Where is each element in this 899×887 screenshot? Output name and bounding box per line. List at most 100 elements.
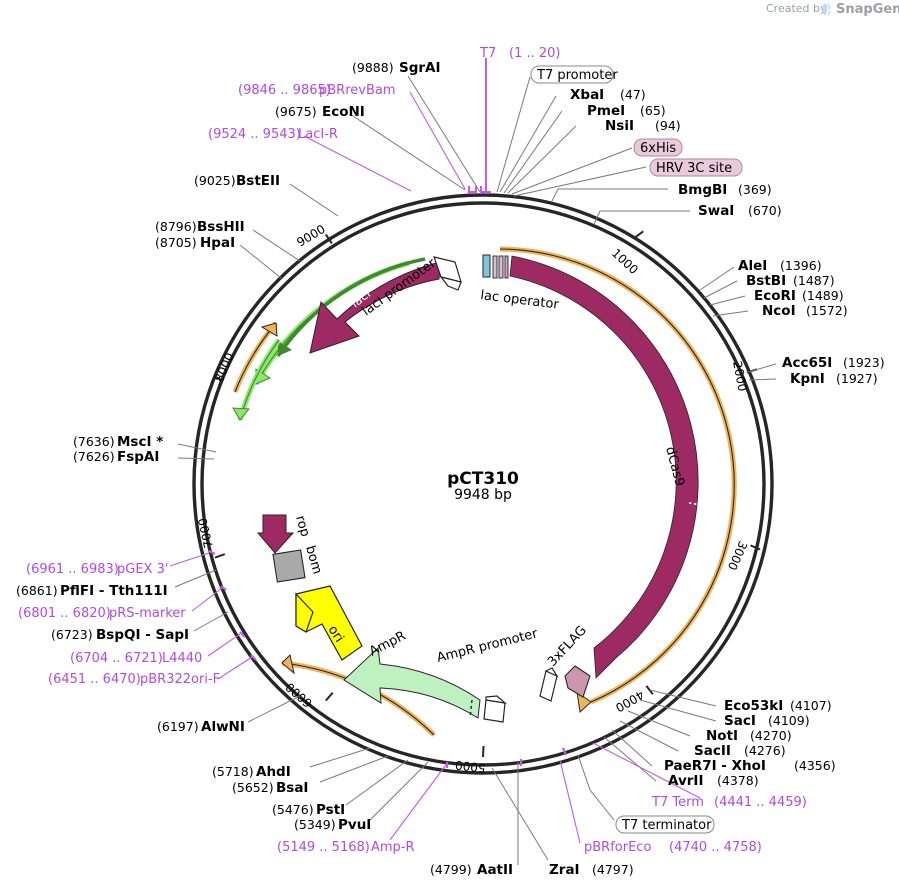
site-name-PaeR7I-XhoI[interactable]: PaeR7I - XhoI (664, 758, 766, 774)
feature-lacI-promoter[interactable]: lacI promoter (360, 256, 462, 320)
site-name-HpaI[interactable]: HpaI (200, 235, 235, 251)
badge-6xHis[interactable]: 6xHis (633, 138, 683, 157)
site-name-PflFI-Tth111I[interactable]: PflFI - Tth111I (60, 583, 168, 599)
orange-transcript-arc-left (232, 321, 278, 393)
tick-label: 4000 (613, 687, 646, 714)
site-name-MscI[interactable]: MscI * (117, 434, 163, 450)
site-name-BspQI-SapI[interactable]: BspQI - SapI (96, 627, 189, 643)
tick-label: 1000 (609, 246, 641, 277)
feature-label-lac-operator: lac operator (480, 288, 561, 313)
feature-label-rop: rop (292, 514, 312, 539)
site-name-BstEII[interactable]: BstEII (236, 173, 280, 189)
badge-T7-terminator[interactable]: T7 terminator (615, 815, 715, 834)
site-name-pBRrevBam[interactable]: pBRrevBam (319, 83, 396, 98)
site-position: (4270) (750, 728, 792, 743)
feature-terminator-marker[interactable] (539, 667, 559, 702)
site-position: (47) (620, 87, 646, 102)
site-name-AleI[interactable]: AleI (738, 258, 767, 274)
site-name-L4440[interactable]: L4440 (162, 651, 202, 666)
site-name-SwaI[interactable]: SwaI (698, 203, 734, 219)
site-name-PvuI[interactable]: PvuI (338, 817, 371, 833)
site-position: (9025) (194, 173, 236, 188)
badge-T7-promoter[interactable]: T7 promoter (530, 65, 618, 84)
site-position: (4378) (717, 773, 759, 788)
site-position: (6451 .. 6470) (48, 672, 141, 687)
site-name-AhdI[interactable]: AhdI (256, 764, 291, 780)
site-name-Amp-R[interactable]: Amp-R (371, 840, 415, 855)
tick-label: 7000 (195, 517, 216, 550)
site-name-Eco53kI[interactable]: Eco53kI (724, 698, 783, 714)
site-name-PmeI[interactable]: PmeI (587, 103, 625, 119)
site-name-pGEX3[interactable]: pGEX 3' (117, 562, 168, 577)
feature-ori[interactable]: ori (295, 585, 363, 661)
site-name-NsiI[interactable]: NsiI (605, 118, 634, 134)
site-name-EcoNI[interactable]: EcoNI (322, 104, 365, 120)
site-position: (4107) (790, 698, 832, 713)
site-position: (1 .. 20) (509, 46, 561, 61)
site-position: (6723) (51, 627, 93, 642)
plasmid-backbone (192, 193, 774, 775)
plasmid-size: 9948 bp (454, 487, 512, 503)
site-name-SgrAI[interactable]: SgrAI (399, 60, 441, 76)
site-name-AvrII[interactable]: AvrII (668, 773, 703, 789)
green-transcript-arc-lower (232, 338, 282, 421)
feature-bom[interactable]: bom (272, 544, 325, 583)
site-position: (6197) (157, 719, 199, 734)
site-name-LacI-R[interactable]: LacI-R (298, 127, 338, 142)
badge-HRV-3C-site[interactable]: HRV 3C site (649, 158, 743, 177)
site-position: (4797) (592, 862, 634, 877)
site-name-T7[interactable]: T7 (479, 46, 496, 61)
site-name-SacI[interactable]: SacI (724, 713, 756, 729)
site-name-Acc65I[interactable]: Acc65I (782, 355, 832, 371)
feature-AmpR[interactable]: AmpR (343, 629, 481, 719)
site-name-BstBI[interactable]: BstBI (746, 273, 786, 289)
leader-lines-bottom-left (247, 695, 449, 841)
feature-label-AmpR: AmpR (367, 629, 408, 660)
orange-transcript-arc-right (499, 246, 737, 713)
site-name-pRS-marker[interactable]: pRS-marker (109, 606, 186, 621)
leader-lines-left (169, 552, 253, 680)
feature-rop[interactable]: rop (256, 514, 312, 554)
site-position: (6801 .. 6820) (18, 606, 111, 621)
label-group-top-right: T7 promoter XbaI (47) PmeI (65) NsiI (94… (530, 65, 782, 219)
label-group-left: (6451 .. 6470) pBR322ori-F (6704 .. 6721… (16, 562, 220, 687)
site-name-XbaI[interactable]: XbaI (570, 87, 604, 103)
site-name-AlwNI[interactable]: AlwNI (201, 719, 245, 735)
site-position: (6961 .. 6983) (26, 562, 119, 577)
site-name-NotI[interactable]: NotI (706, 728, 738, 744)
site-position: (65) (640, 103, 666, 118)
plasmid-name: pCT310 (447, 469, 519, 489)
site-position: (94) (655, 118, 681, 133)
site-name-BsaI[interactable]: BsaI (276, 780, 308, 796)
site-name-pBRforEco[interactable]: pBRforEco (584, 840, 651, 855)
tick-label: 5000 (454, 758, 486, 775)
feature-AmpR-promoter[interactable]: AmpR promoter (435, 626, 540, 723)
site-position: (1923) (843, 355, 885, 370)
site-name-T7-Term[interactable]: T7 Term (651, 795, 704, 810)
site-name-EcoRI[interactable]: EcoRI (754, 288, 796, 304)
site-name-PstI[interactable]: PstI (316, 802, 345, 818)
site-position: (5476) (272, 802, 314, 817)
site-name-ZraI[interactable]: ZraI (549, 862, 580, 878)
site-name-BssHII[interactable]: BssHII (197, 219, 245, 235)
feature-dCas9[interactable]: dCas9 (509, 255, 709, 679)
site-name-FspAI[interactable]: FspAI (117, 449, 159, 465)
site-position: (4441 .. 4459) (714, 795, 807, 810)
site-name-KpnI[interactable]: KpnI (790, 371, 825, 387)
site-name-AatII[interactable]: AatII (477, 862, 513, 878)
site-position: (4109) (768, 713, 810, 728)
site-name-pBR322ori-F[interactable]: pBR322ori-F (140, 672, 220, 687)
leader-lines-bottom (491, 762, 549, 865)
site-position: (1396) (780, 258, 822, 273)
credit-prefix: Created by (766, 2, 827, 15)
site-position: (5149 .. 5168) (277, 840, 370, 855)
site-position: (7626) (73, 449, 115, 464)
site-name-NcoI[interactable]: NcoI (762, 303, 796, 319)
feature-label-AmpR-promoter: AmpR promoter (435, 626, 539, 666)
credit-brand: SnapGene (836, 2, 899, 17)
site-name-BmgBI[interactable]: BmgBI (678, 182, 727, 198)
site-position: (8705) (155, 235, 197, 250)
site-name-SacII[interactable]: SacII (694, 743, 731, 759)
